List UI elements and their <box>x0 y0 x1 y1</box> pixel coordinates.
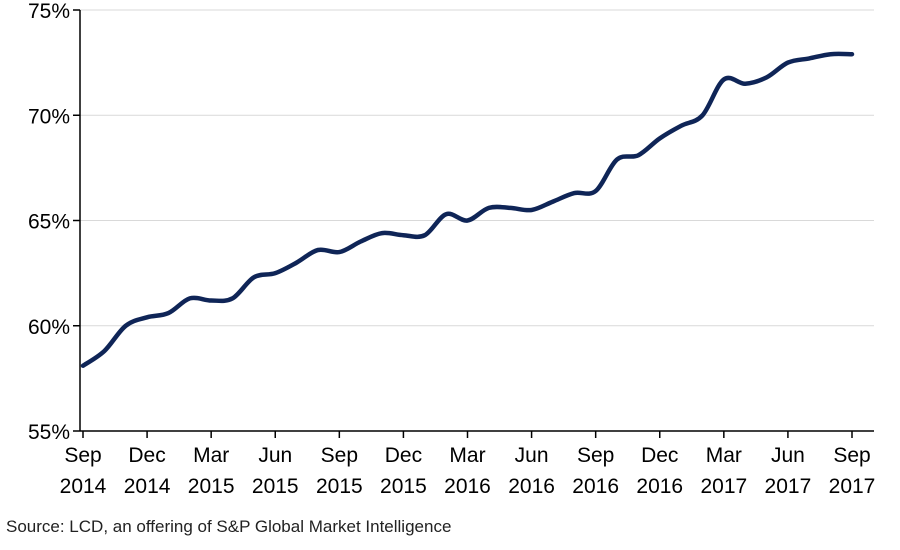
x-tick-label-year: 2016 <box>636 475 683 498</box>
y-tick-label: 75% <box>28 0 70 23</box>
x-tick-label-year: 2015 <box>380 475 427 498</box>
x-tick-label-year: 2014 <box>124 475 171 498</box>
x-tick-label-month: Dec <box>385 444 422 467</box>
series-layer <box>80 51 855 368</box>
gridlines <box>80 9 874 327</box>
x-tick-label-month: Mar <box>706 444 742 467</box>
x-tick-label-month: Jun <box>515 444 549 467</box>
y-tick-label: 55% <box>28 421 70 444</box>
x-tick-label-year: 2015 <box>316 475 363 498</box>
source-note: Source: LCD, an offering of S&P Global M… <box>6 517 452 536</box>
line-chart: 55% 60% 65% 70% 75% Sep 2014 Dec 2014 Mar 2015 Jun 2… <box>28 0 875 498</box>
x-tick-label-month: Sep <box>321 444 358 467</box>
x-tick-label-month: Mar <box>449 444 485 467</box>
x-tick-label-year: 2014 <box>60 475 107 498</box>
x-tick-label-year: 2015 <box>188 475 235 498</box>
x-tick-label-year: 2017 <box>765 475 812 498</box>
tick-labels: 55% 60% 65% 70% 75% Sep 2014 Dec 2014 Mar 2015 Jun 2… <box>28 0 875 498</box>
x-tick-label-month: Sep <box>833 444 870 467</box>
x-tick-label-month: Dec <box>128 444 165 467</box>
y-tick-label: 70% <box>28 105 70 128</box>
x-tick-label-month: Jun <box>258 444 292 467</box>
x-tick-label-month: Mar <box>193 444 229 467</box>
x-tick-label-year: 2015 <box>252 475 299 498</box>
x-tick-label-month: Sep <box>64 444 101 467</box>
y-tick-label: 65% <box>28 211 70 234</box>
x-tick-label-month: Dec <box>641 444 678 467</box>
series-line <box>80 51 855 368</box>
x-tick-label-month: Jun <box>771 444 805 467</box>
y-tick-label: 60% <box>28 316 70 339</box>
x-tick-label-month: Sep <box>577 444 614 467</box>
x-tick-label-year: 2017 <box>829 475 876 498</box>
x-tick-label-year: 2016 <box>444 475 491 498</box>
x-tick-label-year: 2016 <box>572 475 619 498</box>
x-tick-label-year: 2016 <box>508 475 555 498</box>
axes <box>73 9 874 438</box>
x-tick-label-year: 2017 <box>700 475 747 498</box>
